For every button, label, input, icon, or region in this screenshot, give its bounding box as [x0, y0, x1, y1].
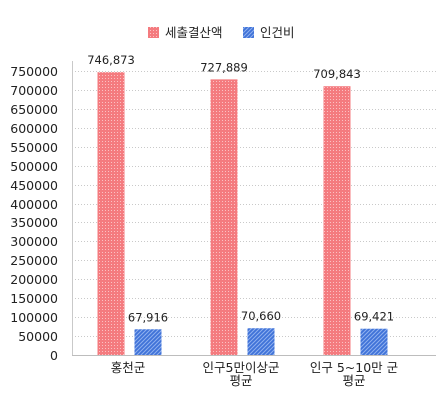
data-label: 727,889 [200, 60, 248, 74]
y-tick-label: 100000 [10, 310, 58, 325]
y-tick-label: 0 [50, 348, 58, 363]
y-tick-label: 350000 [10, 215, 58, 230]
data-label: 67,916 [128, 310, 168, 324]
y-tick-label: 750000 [10, 64, 58, 79]
x-category-label-line: 평균 [342, 373, 365, 388]
legend-label: 인건비 [260, 25, 295, 40]
y-tick-label: 200000 [10, 272, 58, 287]
x-category-label: 홍천군 [111, 360, 146, 375]
legend-swatch [243, 27, 254, 38]
data-label: 709,843 [313, 67, 361, 81]
y-tick-label: 700000 [10, 83, 58, 98]
chart-legend: 세출결산액 인건비 [148, 25, 295, 40]
bar [247, 328, 275, 355]
x-category-label-line: 인구 5~10만 군 [310, 360, 398, 375]
bar [134, 329, 162, 355]
bar [323, 86, 351, 355]
y-tick-label: 500000 [10, 159, 58, 174]
chart-gridlines [72, 71, 436, 337]
bar [97, 72, 125, 356]
x-category-label: 인구 5~10만 군 평균 [310, 360, 398, 388]
y-tick-label: 50000 [18, 329, 58, 344]
legend-label: 세출결산액 [165, 25, 223, 40]
y-tick-label: 450000 [10, 178, 58, 193]
y-tick-label: 550000 [10, 140, 58, 155]
x-category-label: 인구5만이상군 평균 [203, 360, 280, 388]
chart-bars: 746,873 727,889 709,843 67,916 70,660 69,421 [87, 53, 394, 356]
y-tick-label: 300000 [10, 234, 58, 249]
legend-swatch [148, 27, 159, 38]
data-label: 746,873 [87, 53, 135, 67]
x-category-label-line: 홍천군 [111, 360, 146, 375]
data-label: 69,421 [354, 310, 394, 324]
x-category-label-line: 평균 [229, 373, 252, 388]
y-tick-label: 400000 [10, 197, 58, 212]
y-tick-label: 150000 [10, 291, 58, 306]
y-tick-label: 600000 [10, 121, 58, 136]
y-tick-label: 250000 [10, 253, 58, 268]
data-label: 70,660 [241, 309, 281, 323]
bar [210, 79, 238, 356]
y-tick-label: 650000 [10, 102, 58, 117]
y-axis: 0 50000 100000 150000 200000 250000 300000 3500… [10, 61, 73, 363]
bar [360, 328, 388, 355]
x-category-label-line: 인구5만이상군 [203, 360, 280, 375]
